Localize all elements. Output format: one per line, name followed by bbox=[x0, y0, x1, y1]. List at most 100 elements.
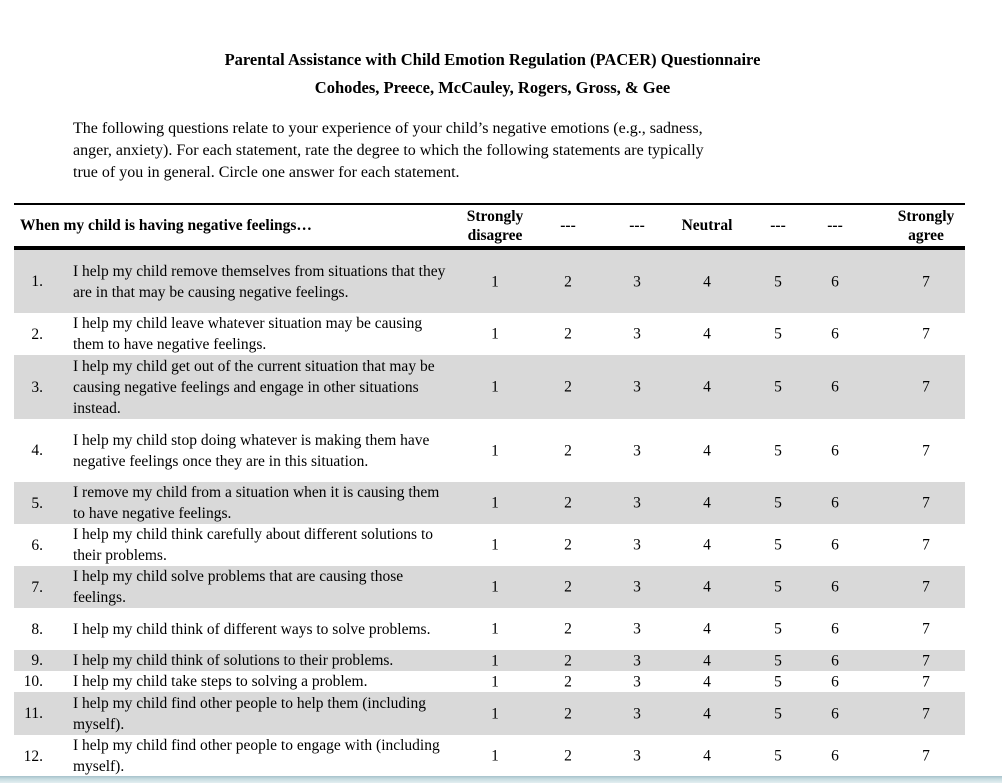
rating-value: 4 bbox=[703, 494, 711, 512]
item-number: 1. bbox=[31, 273, 43, 290]
rating-value: 2 bbox=[564, 705, 572, 722]
rating-value: 6 bbox=[831, 325, 839, 343]
rating-value: 6 bbox=[831, 652, 839, 669]
rating-value: 5 bbox=[774, 652, 782, 669]
rating-value: 6 bbox=[831, 747, 839, 765]
rating-value: 2 bbox=[564, 378, 572, 396]
rating-value: 7 bbox=[922, 494, 930, 512]
rating-value: 5 bbox=[774, 705, 782, 722]
rating-value: 7 bbox=[922, 273, 930, 290]
rating-value: 4 bbox=[703, 536, 711, 554]
item-number: 3. bbox=[31, 378, 43, 396]
rating-value: 4 bbox=[703, 325, 711, 343]
scale-header: Neutral bbox=[681, 217, 733, 234]
rating-value: 7 bbox=[922, 673, 930, 690]
table-row: 5. I remove my child from a situation wh… bbox=[14, 482, 965, 524]
rating-value: 1 bbox=[491, 620, 499, 638]
rating-value: 3 bbox=[633, 578, 641, 596]
table-row: 3. I help my child get out of the curren… bbox=[14, 355, 965, 419]
item-statement: I help my child stop doing whatever is m… bbox=[73, 431, 430, 470]
table-row: 12. I help my child find other people to… bbox=[14, 735, 965, 777]
rating-value: 2 bbox=[564, 442, 572, 459]
rating-value: 2 bbox=[564, 273, 572, 290]
item-statement: I help my child remove themselves from s… bbox=[73, 262, 446, 301]
table-row: 4. I help my child stop doing whatever i… bbox=[14, 419, 965, 482]
rating-value: 5 bbox=[774, 442, 782, 459]
rating-value: 7 bbox=[922, 536, 930, 554]
rating-value: 7 bbox=[922, 578, 930, 596]
rating-value: 4 bbox=[703, 673, 711, 690]
authors-line: Cohodes, Preece, McCauley, Rogers, Gross… bbox=[314, 78, 671, 97]
rating-value: 3 bbox=[633, 705, 641, 722]
item-number: 10. bbox=[23, 673, 43, 690]
rating-value: 2 bbox=[564, 536, 572, 554]
rating-value: 2 bbox=[564, 673, 572, 690]
table-row: 7. I help my child solve problems that a… bbox=[14, 566, 965, 608]
item-number: 2. bbox=[31, 325, 43, 343]
rating-value: 7 bbox=[922, 442, 930, 459]
rating-value: 7 bbox=[922, 652, 930, 669]
item-number: 8. bbox=[31, 620, 43, 638]
item-statement: I help my child solve problems that are … bbox=[73, 568, 404, 606]
item-statement: I help my child find other people to eng… bbox=[73, 737, 440, 775]
rating-value: 2 bbox=[564, 747, 572, 765]
item-statement: I help my child think carefully about di… bbox=[73, 526, 434, 564]
item-number: 9. bbox=[31, 652, 43, 669]
scale-header: --- bbox=[770, 217, 786, 234]
rating-value: 7 bbox=[922, 620, 930, 638]
rating-value: 5 bbox=[774, 494, 782, 512]
rating-value: 2 bbox=[564, 578, 572, 596]
rating-value: 4 bbox=[703, 705, 711, 722]
rating-value: 3 bbox=[633, 494, 641, 512]
item-statement: I help my child get out of the current s… bbox=[73, 357, 435, 417]
rating-value: 7 bbox=[922, 378, 930, 396]
rating-value: 5 bbox=[774, 325, 782, 343]
rating-value: 2 bbox=[564, 325, 572, 343]
window-bottom-edge bbox=[0, 776, 1002, 783]
rating-table: When my child is having negative feeling… bbox=[14, 203, 965, 777]
rating-value: 6 bbox=[831, 673, 839, 690]
table-header-row: When my child is having negative feeling… bbox=[14, 203, 965, 250]
item-number: 11. bbox=[24, 705, 43, 722]
rating-value: 5 bbox=[774, 378, 782, 396]
rating-value: 4 bbox=[703, 578, 711, 596]
item-number: 4. bbox=[31, 442, 43, 459]
rating-value: 2 bbox=[564, 652, 572, 669]
rating-value: 2 bbox=[564, 620, 572, 638]
stem-header: When my child is having negative feeling… bbox=[20, 216, 312, 234]
scale-header: Strongly disagree bbox=[466, 207, 524, 244]
rating-value: 1 bbox=[491, 578, 499, 596]
rating-value: 6 bbox=[831, 620, 839, 638]
item-statement: I help my child think of solutions to th… bbox=[73, 652, 394, 669]
rating-value: 6 bbox=[831, 578, 839, 596]
item-statement: I help my child think of different ways … bbox=[73, 620, 431, 638]
rating-value: 3 bbox=[633, 673, 641, 690]
rating-value: 1 bbox=[491, 652, 499, 669]
rating-value: 3 bbox=[633, 652, 641, 669]
rating-value: 5 bbox=[774, 673, 782, 690]
document-header: Parental Assistance with Child Emotion R… bbox=[0, 46, 985, 102]
rating-value: 3 bbox=[633, 325, 641, 343]
rating-value: 4 bbox=[703, 442, 711, 459]
scale-header: --- bbox=[827, 217, 843, 234]
rating-value: 1 bbox=[491, 705, 499, 722]
item-statement: I help my child leave whatever situation… bbox=[73, 315, 423, 353]
rating-value: 4 bbox=[703, 652, 711, 669]
item-number: 7. bbox=[31, 578, 43, 596]
scale-header: --- bbox=[560, 217, 576, 234]
rating-value: 4 bbox=[703, 620, 711, 638]
rating-value: 6 bbox=[831, 273, 839, 290]
rating-value: 5 bbox=[774, 273, 782, 290]
instructions-paragraph: The following questions relate to your e… bbox=[73, 118, 883, 184]
rating-value: 1 bbox=[491, 325, 499, 343]
item-statement: I help my child find other people to hel… bbox=[73, 694, 426, 733]
instructions-line: The following questions relate to your e… bbox=[73, 120, 703, 137]
table-row: 1. I help my child remove themselves fro… bbox=[14, 250, 965, 313]
rating-value: 3 bbox=[633, 747, 641, 765]
item-statement: I remove my child from a situation when … bbox=[73, 484, 440, 522]
rating-value: 2 bbox=[564, 494, 572, 512]
rating-value: 5 bbox=[774, 747, 782, 765]
page-title: Parental Assistance with Child Emotion R… bbox=[224, 50, 761, 69]
instructions-line: true of you in general. Circle one answe… bbox=[73, 164, 460, 181]
item-statement: I help my child take steps to solving a … bbox=[73, 673, 368, 690]
